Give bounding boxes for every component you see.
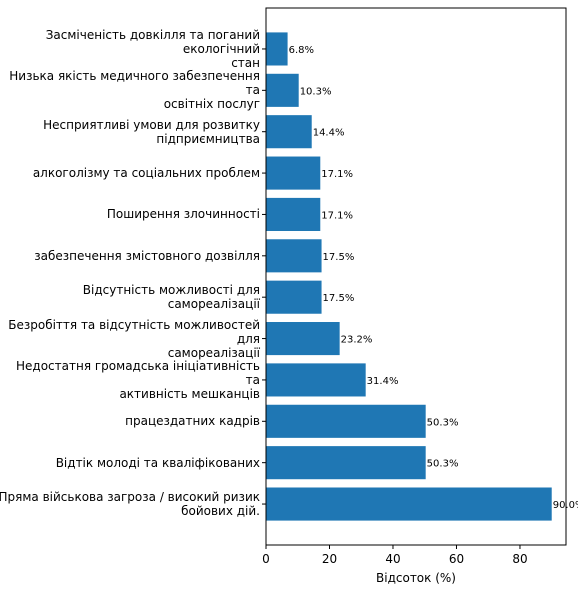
value-label: 90.0% bbox=[553, 500, 578, 511]
y-tick-label: забезпечення змістовного дозвілля bbox=[34, 248, 260, 263]
value-label: 14.4% bbox=[313, 128, 345, 139]
x-axis-label: Відсоток (%) bbox=[376, 571, 456, 585]
bar bbox=[266, 32, 288, 66]
value-label: 50.3% bbox=[427, 459, 459, 470]
value-label: 6.8% bbox=[289, 45, 314, 56]
y-tick-label: алкоголізму та соціальних проблем bbox=[32, 166, 260, 181]
bar bbox=[266, 239, 322, 273]
y-tick-label: Відтік молоді та кваліфікованих bbox=[55, 455, 260, 470]
bar bbox=[266, 446, 426, 480]
x-tick-label: 40 bbox=[385, 552, 400, 566]
y-tick-label: Пряма військова загроза / високий ризик … bbox=[0, 490, 260, 519]
bar bbox=[266, 322, 340, 356]
y-tick-label: Безробіття та відсутність можливостей дл… bbox=[8, 317, 260, 360]
y-tick-label: Недостатня громадська ініціативність та … bbox=[16, 358, 260, 401]
bar bbox=[266, 73, 299, 107]
bar bbox=[266, 280, 322, 314]
bar bbox=[266, 197, 321, 231]
x-tick-label: 60 bbox=[449, 552, 464, 566]
bar bbox=[266, 404, 426, 438]
value-label: 23.2% bbox=[341, 335, 373, 346]
y-tick-label: Поширення злочинності bbox=[106, 207, 260, 222]
bar bbox=[266, 363, 366, 397]
y-tick-label: Засміченість довкілля та поганий екологі… bbox=[45, 27, 260, 70]
y-tick-label: працездатних кадрів bbox=[125, 414, 260, 429]
x-tick-label: 20 bbox=[322, 552, 337, 566]
value-label: 17.5% bbox=[323, 252, 355, 263]
x-tick-label: 0 bbox=[262, 552, 270, 566]
y-tick-label: Відсутність можливості для самореалізаці… bbox=[82, 283, 260, 312]
value-label: 17.1% bbox=[321, 169, 353, 180]
y-tick-label: Низька якість медичного забезпечення та … bbox=[9, 69, 260, 112]
value-label: 17.5% bbox=[323, 293, 355, 304]
bar bbox=[266, 487, 552, 521]
value-label: 17.1% bbox=[321, 210, 353, 221]
value-label: 50.3% bbox=[427, 417, 459, 428]
bar bbox=[266, 156, 321, 190]
x-tick-label: 80 bbox=[512, 552, 527, 566]
value-label: 31.4% bbox=[367, 376, 399, 387]
y-tick-label: Несприятливі умови для розвитку підприєм… bbox=[43, 117, 260, 146]
axes-frame bbox=[265, 7, 567, 546]
value-label: 10.3% bbox=[300, 86, 332, 97]
bar bbox=[266, 115, 312, 149]
